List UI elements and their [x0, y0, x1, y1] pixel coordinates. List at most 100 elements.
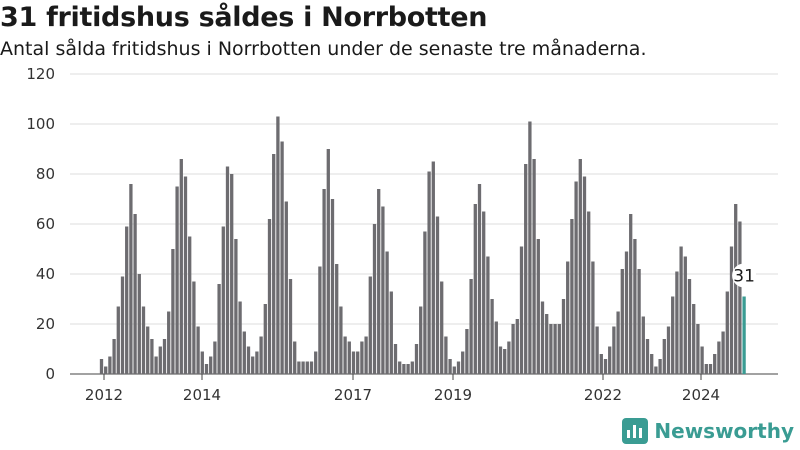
- bar: [200, 351, 204, 374]
- bar: [444, 336, 448, 374]
- bar: [574, 181, 578, 374]
- bar: [545, 314, 549, 374]
- bar: [305, 361, 309, 374]
- bar: [595, 326, 599, 374]
- bar: [158, 346, 162, 374]
- bar: [372, 224, 377, 374]
- bar: [351, 351, 356, 374]
- bar: [725, 291, 729, 374]
- bar: [734, 204, 738, 374]
- highlight-value-label: 31: [733, 267, 755, 287]
- bar: [175, 186, 179, 374]
- highlight-callout: 31: [732, 263, 757, 288]
- bar: [578, 159, 582, 374]
- bar: [708, 364, 713, 374]
- bar: [196, 326, 200, 374]
- bar: [301, 361, 305, 374]
- bar: [704, 364, 708, 374]
- bar: [503, 349, 507, 374]
- y-tick-label: 20: [36, 315, 55, 333]
- bar: [276, 116, 280, 374]
- newsworthy-logo-icon: [622, 418, 649, 444]
- x-tick-label: 2019: [434, 386, 472, 404]
- bar: [692, 304, 696, 374]
- bar: [242, 331, 246, 374]
- bar: [729, 246, 734, 374]
- bar: [608, 346, 612, 374]
- bar: [666, 326, 671, 374]
- bar: [116, 306, 120, 374]
- bar: [511, 324, 515, 374]
- bar: [368, 276, 372, 374]
- bar: [591, 261, 595, 374]
- x-tick-marks: [103, 374, 702, 380]
- bar: [696, 324, 700, 374]
- bar: [280, 141, 284, 374]
- bar: [675, 271, 679, 374]
- bar: [104, 366, 108, 374]
- bar: [482, 211, 486, 374]
- bar: [330, 199, 335, 374]
- bar: [414, 344, 419, 374]
- y-tick-label: 80: [36, 165, 55, 183]
- bar: [398, 361, 402, 374]
- bar: [137, 274, 141, 374]
- chart-title: 31 fritidshus såldes i Norrbotten: [0, 2, 488, 33]
- bar: [658, 359, 662, 374]
- bar: [393, 344, 398, 374]
- bar: [549, 324, 553, 374]
- bar: [364, 336, 368, 374]
- bar: [255, 351, 259, 374]
- bar: [230, 174, 234, 374]
- bar: [700, 346, 704, 374]
- bar: [721, 331, 725, 374]
- bar: [120, 276, 125, 374]
- bar: [272, 154, 276, 374]
- y-tick-label: 120: [26, 65, 55, 83]
- bar: [381, 206, 385, 374]
- bar: [679, 246, 683, 374]
- bar: [431, 161, 435, 374]
- bar: [112, 339, 116, 374]
- bar: [326, 149, 330, 374]
- bar: [566, 261, 570, 374]
- y-tick-label: 40: [36, 265, 55, 283]
- bar: [259, 336, 263, 374]
- callout-halo: [732, 263, 757, 288]
- bar: [662, 339, 666, 374]
- bar: [293, 341, 297, 374]
- bar: [620, 269, 624, 374]
- newsworthy-brand: Newsworthy: [622, 418, 794, 444]
- bar: [238, 301, 242, 374]
- bar: [536, 239, 540, 374]
- bar: [234, 239, 238, 374]
- bar: [616, 311, 620, 374]
- x-tick-label: 2014: [183, 386, 221, 404]
- bar: [402, 364, 406, 374]
- bar: [452, 366, 456, 374]
- bar: [154, 356, 158, 374]
- bar: [469, 279, 473, 374]
- bar: [410, 361, 414, 374]
- bar: [385, 251, 389, 374]
- bar: [561, 299, 566, 374]
- bar: [221, 226, 225, 374]
- bar: [162, 339, 167, 374]
- bar: [473, 204, 477, 374]
- bar: [360, 341, 364, 374]
- x-tick-labels: 2012 2014 2017 2019 2022 2024: [85, 386, 720, 404]
- bar: [133, 214, 137, 374]
- bar: [528, 121, 532, 374]
- bar: [99, 359, 104, 374]
- bar: [284, 201, 288, 374]
- bar: [347, 341, 351, 374]
- bar: [515, 319, 519, 374]
- x-tick-label: 2012: [85, 386, 123, 404]
- bar: [209, 356, 213, 374]
- bar: [717, 341, 721, 374]
- bar: [448, 359, 452, 374]
- y-tick-label: 100: [26, 115, 55, 133]
- bar: [553, 324, 557, 374]
- bar: [507, 341, 511, 374]
